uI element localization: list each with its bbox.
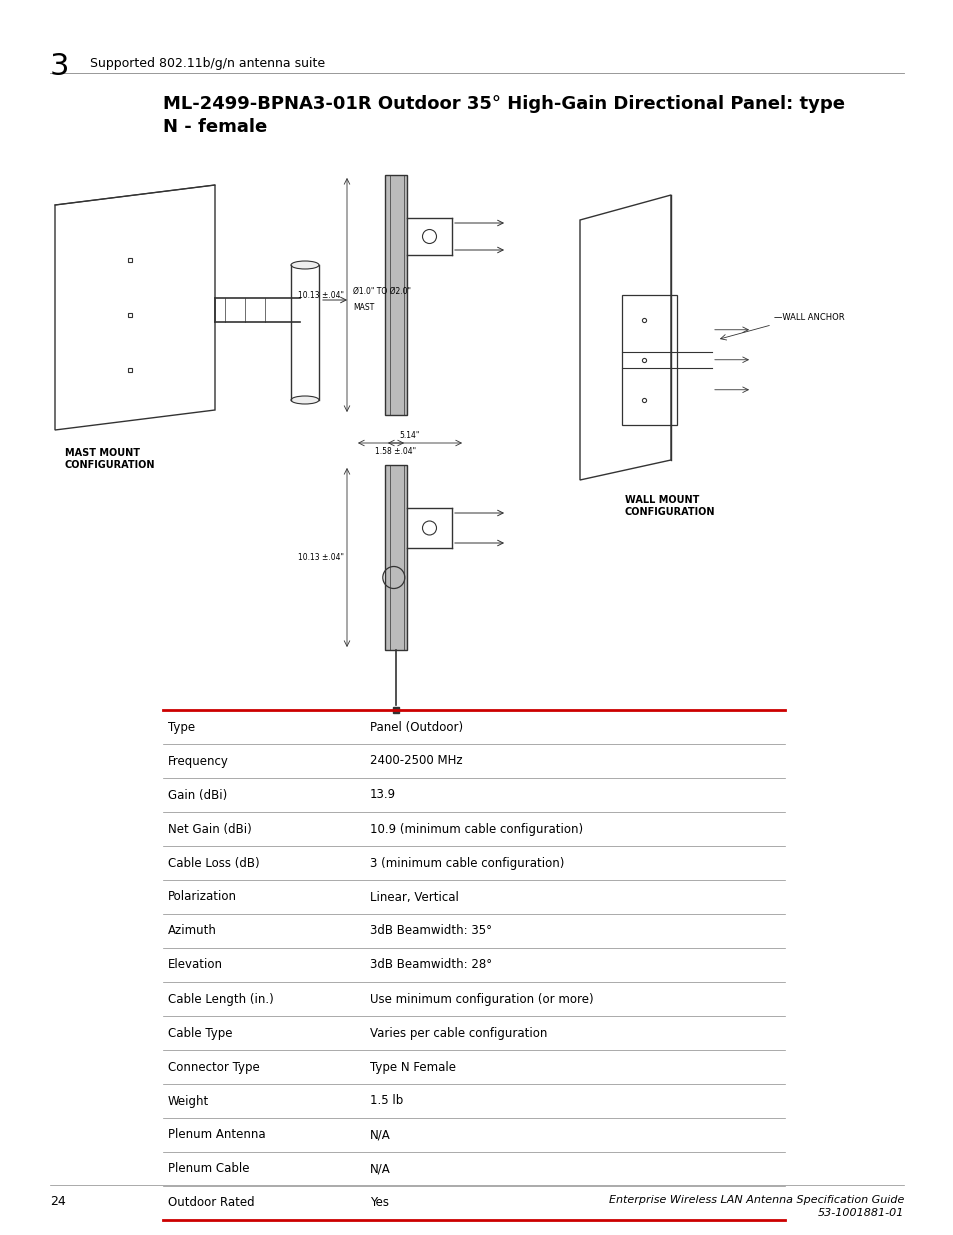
- Text: Cable Length (in.): Cable Length (in.): [168, 993, 274, 1005]
- Text: Gain (dBi): Gain (dBi): [168, 788, 227, 802]
- Text: Supported 802.11b/g/n antenna suite: Supported 802.11b/g/n antenna suite: [90, 57, 325, 70]
- Text: Azimuth: Azimuth: [168, 925, 216, 937]
- Text: Varies per cable configuration: Varies per cable configuration: [370, 1026, 547, 1040]
- Text: Linear, Vertical: Linear, Vertical: [370, 890, 458, 904]
- Text: N/A: N/A: [370, 1129, 391, 1141]
- Text: 53-1001881-01: 53-1001881-01: [817, 1208, 903, 1218]
- Bar: [385, 466, 407, 650]
- Text: Net Gain (dBi): Net Gain (dBi): [168, 823, 252, 836]
- Text: Panel (Outdoor): Panel (Outdoor): [370, 720, 462, 734]
- Text: Type: Type: [168, 720, 195, 734]
- Text: 10.9 (minimum cable configuration): 10.9 (minimum cable configuration): [370, 823, 582, 836]
- Text: Weight: Weight: [168, 1094, 209, 1108]
- Text: N - female: N - female: [163, 119, 267, 136]
- Text: Use minimum configuration (or more): Use minimum configuration (or more): [370, 993, 593, 1005]
- Text: —WALL ANCHOR: —WALL ANCHOR: [773, 312, 843, 322]
- Text: 10.13 ±.04": 10.13 ±.04": [297, 553, 344, 562]
- Text: 2400-2500 MHz: 2400-2500 MHz: [370, 755, 462, 767]
- Bar: [385, 175, 407, 415]
- Text: Cable Type: Cable Type: [168, 1026, 233, 1040]
- Text: 24: 24: [50, 1195, 66, 1208]
- Text: 3dB Beamwidth: 28°: 3dB Beamwidth: 28°: [370, 958, 492, 972]
- Text: 5.14": 5.14": [399, 431, 419, 440]
- Text: 1.58 ±.04": 1.58 ±.04": [375, 447, 416, 456]
- Text: 3: 3: [50, 52, 70, 82]
- Text: ML-2499-BPNA3-01R Outdoor 35° High-Gain Directional Panel: type: ML-2499-BPNA3-01R Outdoor 35° High-Gain …: [163, 95, 844, 112]
- Text: MAST: MAST: [353, 303, 374, 312]
- Text: Outdoor Rated: Outdoor Rated: [168, 1197, 254, 1209]
- Text: Elevation: Elevation: [168, 958, 223, 972]
- Ellipse shape: [291, 396, 318, 404]
- Text: Yes: Yes: [370, 1197, 389, 1209]
- Text: 3 (minimum cable configuration): 3 (minimum cable configuration): [370, 857, 564, 869]
- Text: Type N Female: Type N Female: [370, 1061, 456, 1073]
- Bar: [621, 295, 677, 425]
- Text: Frequency: Frequency: [168, 755, 229, 767]
- Text: Plenum Antenna: Plenum Antenna: [168, 1129, 265, 1141]
- Text: Cable Loss (dB): Cable Loss (dB): [168, 857, 259, 869]
- Text: N/A: N/A: [370, 1162, 391, 1176]
- Text: CONFIGURATION: CONFIGURATION: [65, 459, 155, 471]
- Text: Ø1.0" TO Ø2.0": Ø1.0" TO Ø2.0": [353, 287, 411, 296]
- Text: Enterprise Wireless LAN Antenna Specification Guide: Enterprise Wireless LAN Antenna Specific…: [608, 1195, 903, 1205]
- Text: CONFIGURATION: CONFIGURATION: [624, 508, 715, 517]
- Text: Polarization: Polarization: [168, 890, 236, 904]
- Text: 13.9: 13.9: [370, 788, 395, 802]
- Text: 1.5 lb: 1.5 lb: [370, 1094, 403, 1108]
- Text: WALL MOUNT: WALL MOUNT: [624, 495, 699, 505]
- Text: Plenum Cable: Plenum Cable: [168, 1162, 250, 1176]
- Text: MAST MOUNT: MAST MOUNT: [65, 448, 140, 458]
- Ellipse shape: [291, 261, 318, 269]
- Text: 10.13 ±.04": 10.13 ±.04": [297, 290, 344, 300]
- Text: 3dB Beamwidth: 35°: 3dB Beamwidth: 35°: [370, 925, 492, 937]
- Text: Connector Type: Connector Type: [168, 1061, 259, 1073]
